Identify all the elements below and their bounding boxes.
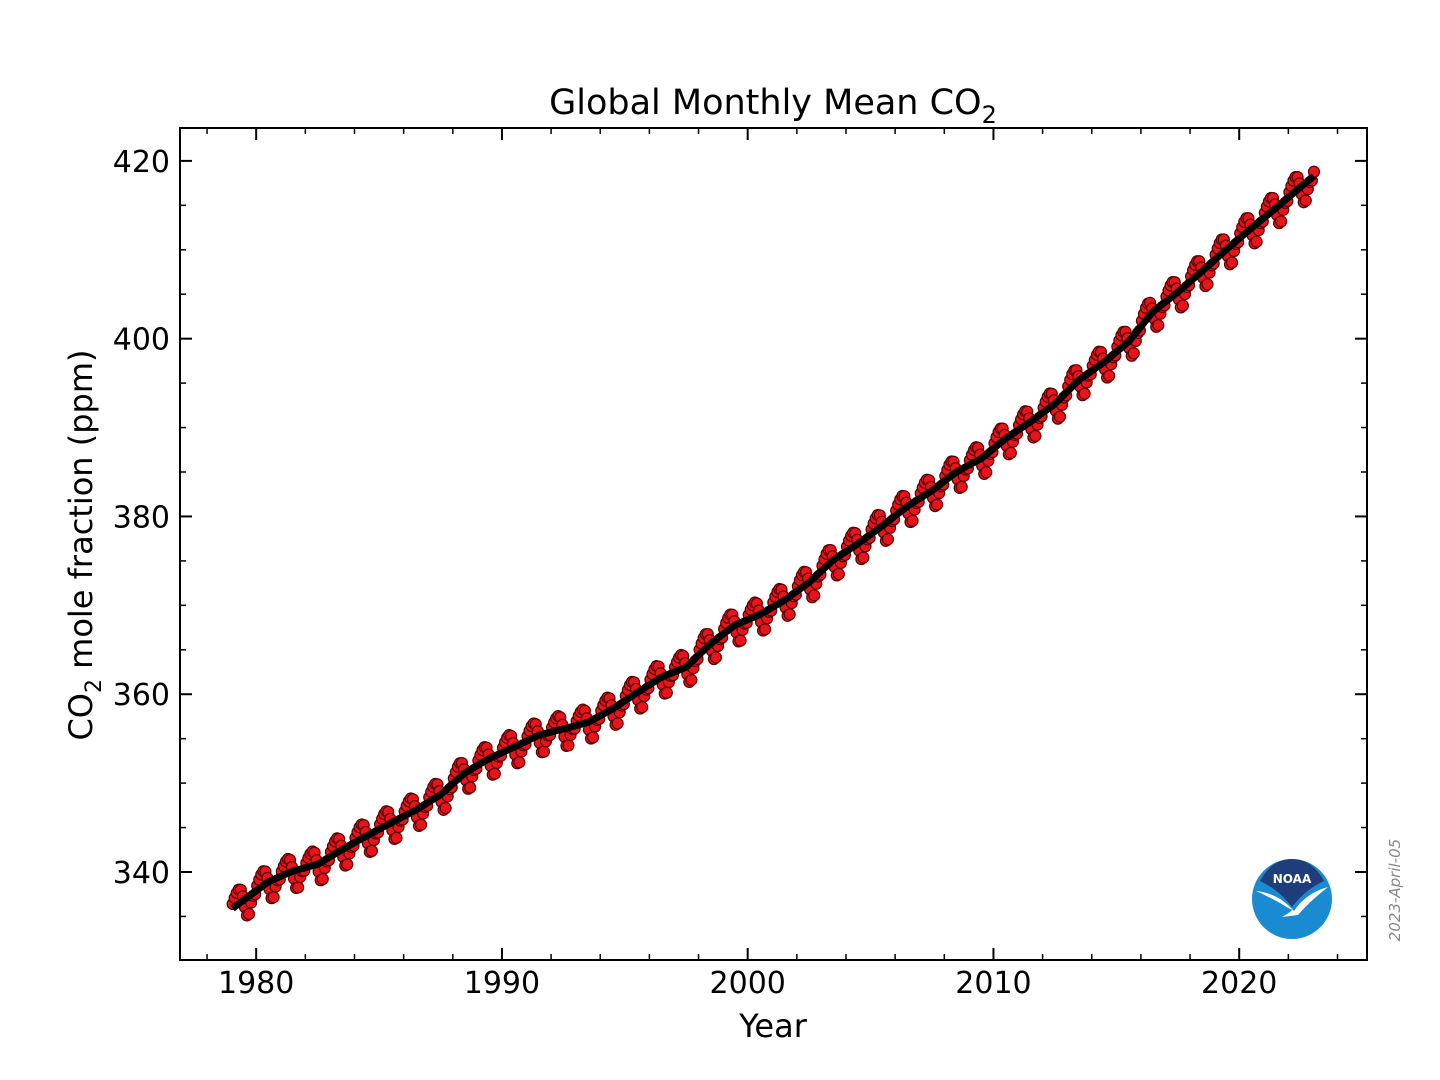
monthly-point: [1152, 319, 1165, 332]
monthly-point: [267, 891, 280, 904]
y-tick-label: 400: [113, 323, 170, 358]
monthly-point: [881, 533, 895, 546]
monthly-point: [1053, 410, 1067, 423]
monthly-point: [685, 673, 698, 687]
monthly-point: [955, 480, 968, 493]
monthly-point: [414, 818, 428, 831]
monthly-point: [832, 567, 845, 581]
monthly-point: [341, 858, 354, 871]
monthly-point: [734, 634, 747, 647]
monthly-point: [537, 745, 551, 758]
x-tick-label: 2020: [1201, 966, 1277, 1001]
monthly-point: [660, 686, 673, 699]
y-tick-label: 420: [113, 145, 170, 180]
monthly-point: [611, 717, 624, 730]
monthly-point: [1225, 256, 1239, 269]
trend-line: [230, 173, 1317, 912]
logo-text: NOAA: [1273, 872, 1312, 886]
y-axis-label: CO2 mole fraction (ppm): [62, 349, 107, 740]
monthly-point: [488, 767, 501, 780]
monthly-point: [365, 844, 378, 857]
monthly-point: [980, 466, 993, 479]
chart-title: Global Monthly Mean CO2: [549, 83, 997, 129]
monthly-point: [1275, 215, 1288, 228]
noaa-logo: NOAA: [1252, 859, 1332, 939]
monthly-point: [1078, 387, 1091, 400]
monthly-point: [1127, 347, 1140, 360]
monthly-point: [390, 831, 403, 844]
x-tick-label: 2000: [710, 966, 786, 1001]
monthly-point: [759, 623, 772, 636]
monthly-point: [1201, 278, 1214, 291]
monthly-point: [242, 907, 256, 921]
x-tick-label: 1980: [218, 966, 294, 1001]
x-tick-label: 1990: [464, 966, 540, 1001]
monthly-point: [513, 756, 526, 769]
x-axis-label: Year: [738, 1007, 808, 1045]
monthly-point: [1299, 194, 1312, 207]
data-marks: [226, 165, 1321, 922]
monthly-point: [1029, 429, 1042, 443]
monthly-point: [783, 608, 796, 621]
monthly-point: [562, 739, 575, 752]
monthly-point: [709, 651, 723, 664]
x-tick-label: 2010: [955, 966, 1031, 1001]
monthly-point: [1103, 369, 1116, 382]
monthly-point: [906, 514, 919, 527]
monthly-point: [464, 781, 477, 794]
y-tick-label: 380: [113, 500, 170, 535]
y-tick-label: 340: [113, 856, 170, 891]
monthly-point: [1176, 299, 1189, 312]
monthly-point: [439, 801, 452, 815]
monthly-point: [292, 881, 305, 894]
monthly-point: [1004, 446, 1017, 459]
monthly-point: [808, 589, 821, 602]
monthly-point: [1250, 235, 1263, 248]
monthly-point: [586, 731, 600, 744]
date-stamp: 2023-April-05: [1386, 839, 1404, 941]
y-tick-label: 360: [113, 678, 170, 713]
monthly-point: [857, 551, 870, 564]
monthly-point: [316, 872, 329, 886]
axis-ticks: 1980 1990 2000 2010 2020 340 360 380 400 420: [113, 128, 1367, 1001]
monthly-point: [931, 498, 944, 511]
plot-frame: [179, 127, 1368, 961]
monthly-point: [636, 701, 649, 714]
